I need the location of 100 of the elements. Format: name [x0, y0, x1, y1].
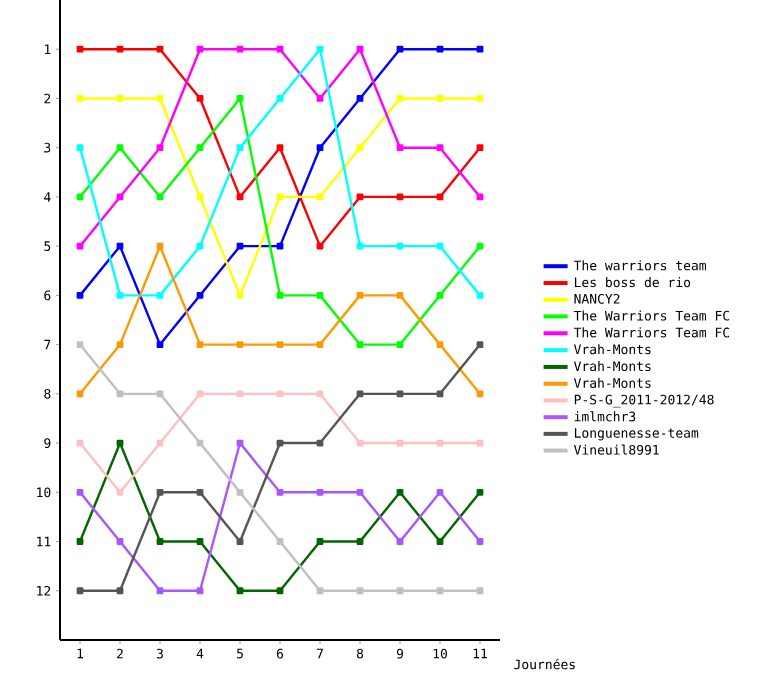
point	[156, 587, 164, 595]
point	[356, 45, 364, 53]
point	[116, 45, 124, 53]
point	[396, 488, 404, 496]
point	[396, 390, 404, 398]
point	[356, 242, 364, 250]
point	[316, 390, 324, 398]
point	[236, 95, 244, 102]
point	[196, 538, 204, 545]
point	[436, 587, 444, 595]
point	[116, 390, 124, 398]
point	[436, 341, 444, 349]
point	[316, 538, 324, 545]
point	[116, 291, 124, 299]
point	[276, 95, 284, 102]
point	[116, 95, 124, 102]
point	[196, 291, 204, 299]
point	[476, 488, 484, 496]
point	[396, 144, 404, 152]
point	[396, 341, 404, 349]
point	[316, 439, 324, 447]
point	[476, 242, 484, 250]
point	[76, 242, 84, 250]
point	[476, 291, 484, 299]
point	[476, 144, 484, 152]
point	[236, 144, 244, 152]
point	[476, 45, 484, 53]
point	[156, 341, 164, 349]
point	[76, 439, 84, 447]
point	[356, 144, 364, 152]
point	[156, 538, 164, 545]
point	[76, 45, 84, 53]
point	[116, 242, 124, 250]
point	[396, 291, 404, 299]
point	[196, 242, 204, 250]
point	[76, 538, 84, 545]
point	[276, 341, 284, 349]
point	[436, 95, 444, 102]
point	[76, 341, 84, 349]
point	[476, 390, 484, 398]
point	[276, 390, 284, 398]
point	[276, 538, 284, 545]
point	[356, 439, 364, 447]
point	[76, 587, 84, 595]
point	[236, 439, 244, 447]
point	[396, 95, 404, 102]
point	[236, 242, 244, 250]
point	[436, 538, 444, 545]
point	[276, 242, 284, 250]
point	[276, 587, 284, 595]
point	[156, 242, 164, 250]
point	[156, 95, 164, 102]
point	[276, 45, 284, 53]
point	[236, 291, 244, 299]
point	[156, 291, 164, 299]
point	[356, 488, 364, 496]
point	[316, 488, 324, 496]
point	[476, 95, 484, 102]
point	[116, 341, 124, 349]
point	[356, 538, 364, 545]
point	[76, 488, 84, 496]
point	[356, 291, 364, 299]
point	[436, 439, 444, 447]
point	[356, 95, 364, 102]
point	[196, 341, 204, 349]
point	[76, 144, 84, 152]
point	[196, 488, 204, 496]
point	[356, 341, 364, 349]
point	[156, 45, 164, 53]
point	[356, 390, 364, 398]
point	[276, 144, 284, 152]
point	[316, 341, 324, 349]
point	[196, 439, 204, 447]
point	[76, 390, 84, 398]
point	[396, 45, 404, 53]
point	[436, 242, 444, 250]
point	[236, 587, 244, 595]
point	[316, 587, 324, 595]
point	[236, 538, 244, 545]
point	[436, 144, 444, 152]
point	[236, 341, 244, 349]
point	[116, 538, 124, 545]
point	[196, 95, 204, 102]
point	[236, 390, 244, 398]
point	[276, 488, 284, 496]
point	[196, 144, 204, 152]
point	[156, 144, 164, 152]
point	[436, 291, 444, 299]
point	[116, 587, 124, 595]
point	[76, 291, 84, 299]
point	[236, 488, 244, 496]
point	[116, 439, 124, 447]
point	[476, 538, 484, 545]
point	[196, 45, 204, 53]
point	[476, 587, 484, 595]
point	[276, 439, 284, 447]
point	[396, 439, 404, 447]
point	[156, 439, 164, 447]
point	[436, 390, 444, 398]
point	[156, 390, 164, 398]
